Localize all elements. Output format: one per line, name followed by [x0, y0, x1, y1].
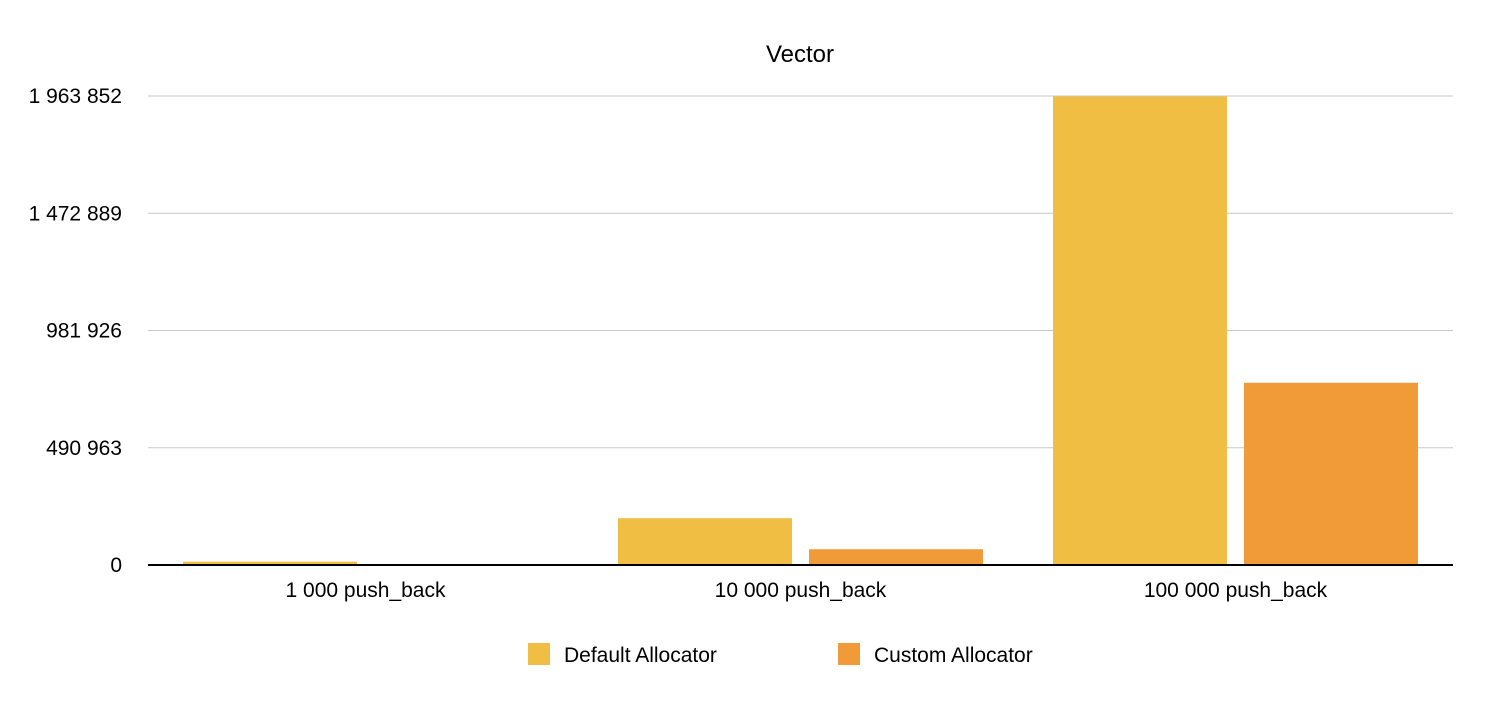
y-tick-label: 490 963: [46, 437, 122, 460]
bar-0-0: [183, 561, 357, 565]
bars: [183, 96, 1418, 565]
bar-0-2: [1053, 96, 1227, 565]
legend-swatch: [528, 643, 550, 665]
bar-1-2: [1244, 382, 1418, 565]
grid-lines: [148, 95, 1453, 449]
bar-0-1: [618, 518, 792, 565]
legend: Default Allocator Custom Allocator: [528, 643, 1033, 667]
legend-label: Custom Allocator: [874, 644, 1033, 667]
y-tick-label: 0: [110, 554, 122, 577]
y-tick-label: 981 926: [46, 320, 122, 343]
y-tick-label: 1 472 889: [29, 202, 122, 225]
bar-1-1: [809, 549, 983, 565]
legend-swatch: [838, 643, 860, 665]
x-category-label: 100 000 push_back: [1144, 579, 1328, 602]
x-axis-category-labels: 1 000 push_back 10 000 push_back 100 000 p…: [286, 579, 1328, 602]
chart-title: Vector: [766, 41, 834, 68]
x-category-label: 1 000 push_back: [286, 579, 446, 602]
y-tick-label: 1 963 852: [29, 85, 122, 108]
x-category-label: 10 000 push_back: [715, 579, 887, 602]
legend-label: Default Allocator: [564, 644, 717, 667]
y-axis-tick-labels: 0 490 963 981 926 1 472 889 1 963 852: [29, 85, 122, 577]
